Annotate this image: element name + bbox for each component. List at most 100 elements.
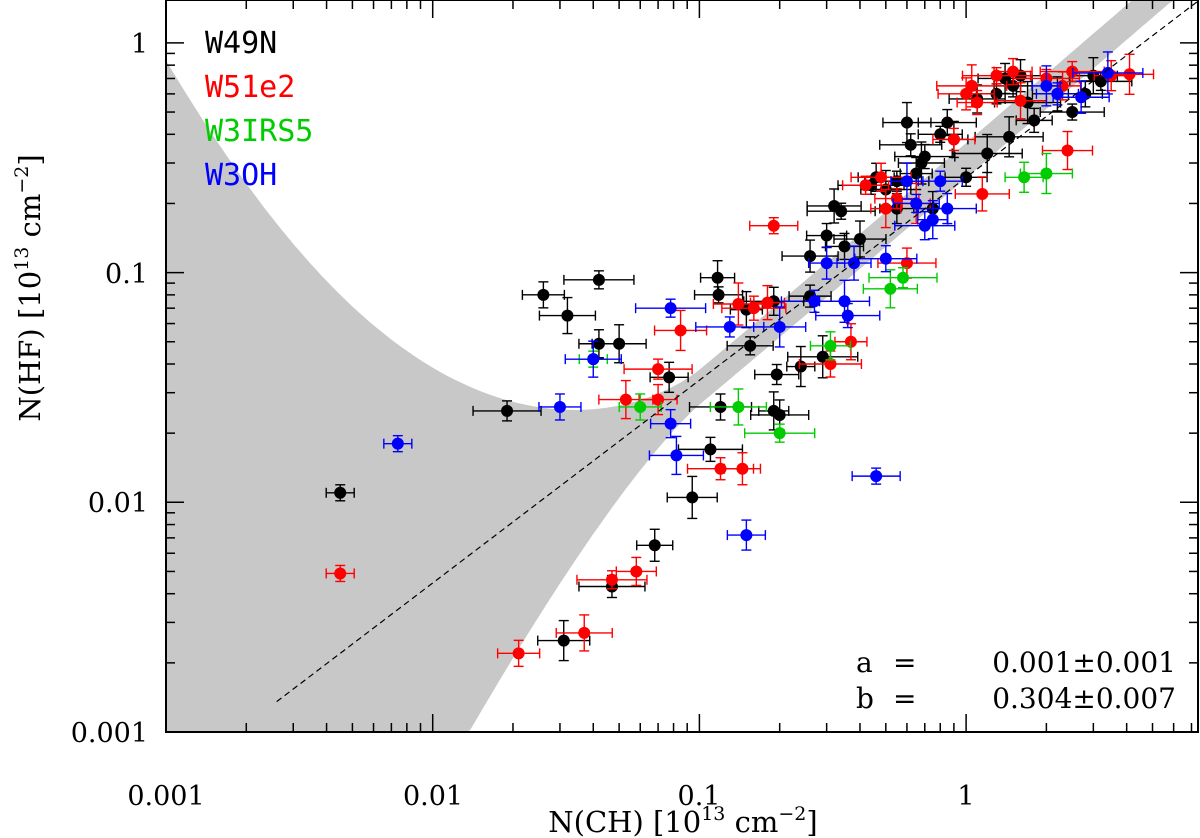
data-point xyxy=(859,179,872,192)
data-point xyxy=(897,271,910,284)
data-point xyxy=(736,462,749,475)
y-tick-label: 1 xyxy=(131,29,148,60)
data-point xyxy=(900,116,913,129)
data-point xyxy=(553,400,566,413)
data-point xyxy=(879,252,892,265)
data-point xyxy=(910,197,923,210)
data-point xyxy=(711,271,724,284)
data-point xyxy=(900,257,913,270)
data-point xyxy=(941,202,954,215)
data-point xyxy=(926,213,939,226)
data-point xyxy=(900,175,913,188)
legend-w49n: W49N xyxy=(205,26,277,61)
data-point xyxy=(910,167,923,180)
data-point xyxy=(578,626,591,639)
data-point xyxy=(605,573,618,586)
data-point xyxy=(838,240,851,253)
x-tick-label: 1 xyxy=(957,781,974,812)
x-axis-label: N(CH) [1013 cm−2] xyxy=(548,803,817,838)
y-tick-label: 0.001 xyxy=(71,718,148,749)
data-point xyxy=(1014,94,1027,107)
x-tick-labels: 0.001 0.01 0.1 1 xyxy=(127,781,974,812)
data-point xyxy=(918,150,931,163)
data-point xyxy=(824,339,837,352)
x-axis-label-exp: 13 xyxy=(701,803,725,825)
x-tick-label: 0.1 xyxy=(678,781,721,812)
data-point xyxy=(1003,130,1016,143)
data-point xyxy=(674,324,687,337)
data-point xyxy=(853,233,866,246)
y-tick-label: 0.1 xyxy=(105,259,148,290)
data-point xyxy=(1066,106,1079,119)
data-point xyxy=(732,297,745,310)
data-point xyxy=(747,302,760,315)
data-point xyxy=(561,309,574,322)
data-point xyxy=(820,257,833,270)
data-point xyxy=(557,634,570,647)
data-point xyxy=(1061,144,1074,157)
x-axis-label-end: ] xyxy=(806,805,817,838)
data-point xyxy=(1007,65,1020,78)
ticks-layer xyxy=(165,0,1198,733)
data-point xyxy=(652,393,665,406)
annot-a-eq: = xyxy=(893,646,916,679)
y-axis-label-exp: 13 xyxy=(11,247,33,271)
data-point xyxy=(870,470,883,483)
data-point xyxy=(976,187,989,200)
data-point xyxy=(773,408,786,421)
data-point xyxy=(808,295,821,308)
data-point xyxy=(947,133,960,146)
annot-b-value: 0.304±0.007 xyxy=(992,682,1176,715)
data-point xyxy=(904,138,917,151)
data-point xyxy=(664,417,677,430)
data-point xyxy=(1018,171,1031,184)
data-point xyxy=(686,491,699,504)
y-axis-label-end: ] xyxy=(13,154,47,165)
legend-w3oh: W3OH xyxy=(205,158,277,193)
x-axis-label-exp2: −2 xyxy=(778,803,806,825)
data-point xyxy=(592,273,605,286)
data-point xyxy=(652,363,665,376)
x-axis-label-mid: cm xyxy=(725,805,778,838)
fit-annotation: a = 0.001±0.001 b = 0.304±0.007 xyxy=(856,646,1176,715)
series-w3oh xyxy=(383,51,1144,551)
data-point xyxy=(1101,66,1114,79)
data-point xyxy=(732,400,745,413)
plot-frame xyxy=(165,0,1199,733)
data-point xyxy=(663,371,676,384)
data-point xyxy=(630,565,643,578)
confidence-band-layer xyxy=(166,0,1196,732)
x-tick-label: 0.01 xyxy=(403,781,463,812)
x-axis-label-base: N(CH) [10 xyxy=(548,805,701,838)
y-axis-label-mid: cm xyxy=(13,194,47,247)
data-point xyxy=(835,205,848,218)
data-point xyxy=(619,393,632,406)
data-point xyxy=(773,320,786,333)
data-point xyxy=(941,116,954,129)
data-point xyxy=(761,296,774,309)
data-point xyxy=(704,443,717,456)
legend-w51e2: W51e2 xyxy=(205,70,295,105)
data-point xyxy=(770,368,783,381)
data-point xyxy=(838,295,851,308)
data-point xyxy=(1028,114,1041,127)
annot-a-value: 0.001±0.001 xyxy=(992,646,1176,679)
x-tick-label: 0.001 xyxy=(127,781,204,812)
data-point xyxy=(391,437,404,450)
data-point xyxy=(884,282,897,295)
data-point xyxy=(501,404,514,417)
data-point xyxy=(634,400,647,413)
y-axis-label: N(HF) [1013 cm−2] xyxy=(11,154,47,421)
data-point xyxy=(820,229,833,242)
data-point xyxy=(714,462,727,475)
annot-a-label: a xyxy=(856,646,873,679)
data-point xyxy=(1040,167,1053,180)
y-tick-label: 0.01 xyxy=(88,488,148,519)
fit-line xyxy=(276,0,1200,703)
data-point xyxy=(965,79,978,92)
data-point xyxy=(824,358,837,371)
data-point xyxy=(334,567,347,580)
data-point xyxy=(879,202,892,215)
data-point xyxy=(723,320,736,333)
